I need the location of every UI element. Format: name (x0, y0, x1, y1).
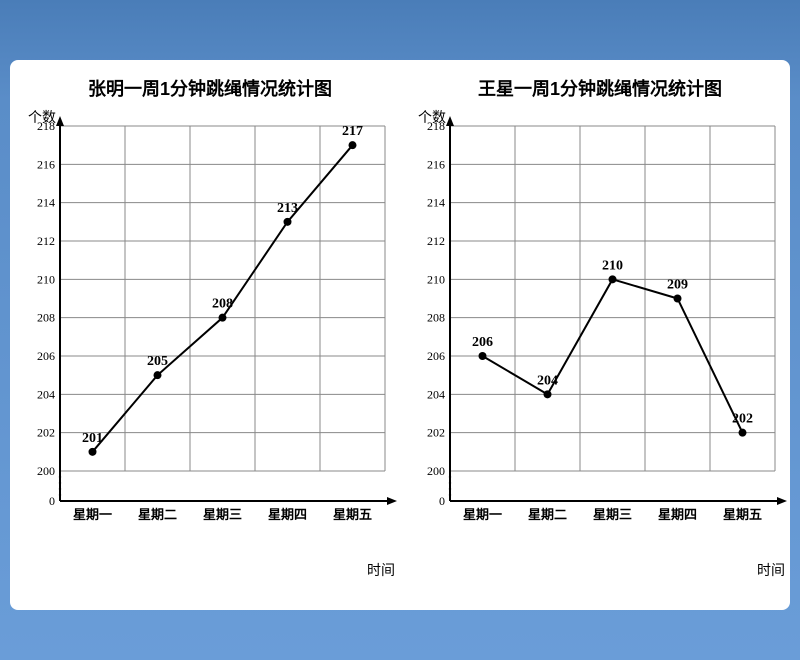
svg-text:206: 206 (37, 349, 55, 363)
svg-text:210: 210 (37, 272, 55, 286)
svg-text:星期五: 星期五 (723, 507, 762, 522)
svg-text:星期三: 星期三 (203, 507, 242, 522)
chart1-svg: 2002022042062082102122142162180星期一星期二星期三… (20, 106, 400, 546)
svg-text:209: 209 (667, 278, 688, 293)
svg-text:201: 201 (82, 431, 103, 446)
svg-text:204: 204 (427, 387, 445, 401)
svg-text:205: 205 (147, 354, 168, 369)
chart2-y-label: 个数 (418, 107, 446, 127)
svg-text:216: 216 (37, 157, 55, 171)
svg-text:212: 212 (37, 234, 55, 248)
chart-left: 张明一周1分钟跳绳情况统计图 个数 200 202 204 206 208 210 212 2… (20, 75, 400, 595)
svg-text:208: 208 (212, 297, 233, 312)
svg-text:214: 214 (427, 196, 445, 210)
svg-text:210: 210 (427, 272, 445, 286)
chart2-x-label: 时间 (757, 560, 785, 580)
svg-text:217: 217 (342, 124, 363, 139)
svg-text:216: 216 (427, 157, 445, 171)
chart-right: 王星一周1分钟跳绳情况统计图 个数 200 202 204 206 208 210 212 2… (410, 75, 790, 595)
svg-text:200: 200 (427, 464, 445, 478)
svg-text:204: 204 (537, 373, 558, 388)
svg-text:200: 200 (37, 464, 55, 478)
svg-text:212: 212 (427, 234, 445, 248)
svg-text:星期四: 星期四 (268, 507, 307, 522)
svg-text:206: 206 (427, 349, 445, 363)
svg-text:210: 210 (602, 258, 623, 273)
svg-text:206: 206 (472, 335, 493, 350)
svg-text:202: 202 (37, 426, 55, 440)
svg-text:213: 213 (277, 201, 298, 216)
chart2-title: 王星一周1分钟跳绳情况统计图 (410, 75, 790, 101)
svg-text:202: 202 (427, 426, 445, 440)
svg-text:星期一: 星期一 (463, 507, 502, 522)
chart1-x-label: 时间 (367, 560, 395, 580)
chart2-svg: 2002022042062082102122142162180星期一星期二星期三… (410, 106, 790, 546)
svg-text:0: 0 (439, 494, 445, 508)
svg-text:星期三: 星期三 (593, 507, 632, 522)
svg-text:204: 204 (37, 387, 55, 401)
svg-text:208: 208 (427, 311, 445, 325)
svg-text:0: 0 (49, 494, 55, 508)
svg-text:星期五: 星期五 (333, 507, 372, 522)
svg-text:星期一: 星期一 (73, 507, 112, 522)
svg-text:202: 202 (732, 412, 753, 427)
svg-text:星期二: 星期二 (528, 507, 567, 522)
chart1-y-label: 个数 (28, 107, 56, 127)
svg-text:星期二: 星期二 (138, 507, 177, 522)
chart1-title: 张明一周1分钟跳绳情况统计图 (20, 75, 400, 101)
svg-text:214: 214 (37, 196, 55, 210)
svg-text:208: 208 (37, 311, 55, 325)
svg-text:星期四: 星期四 (658, 507, 697, 522)
slide-container: 张明一周1分钟跳绳情况统计图 个数 200 202 204 206 208 210 212 2… (10, 60, 790, 610)
